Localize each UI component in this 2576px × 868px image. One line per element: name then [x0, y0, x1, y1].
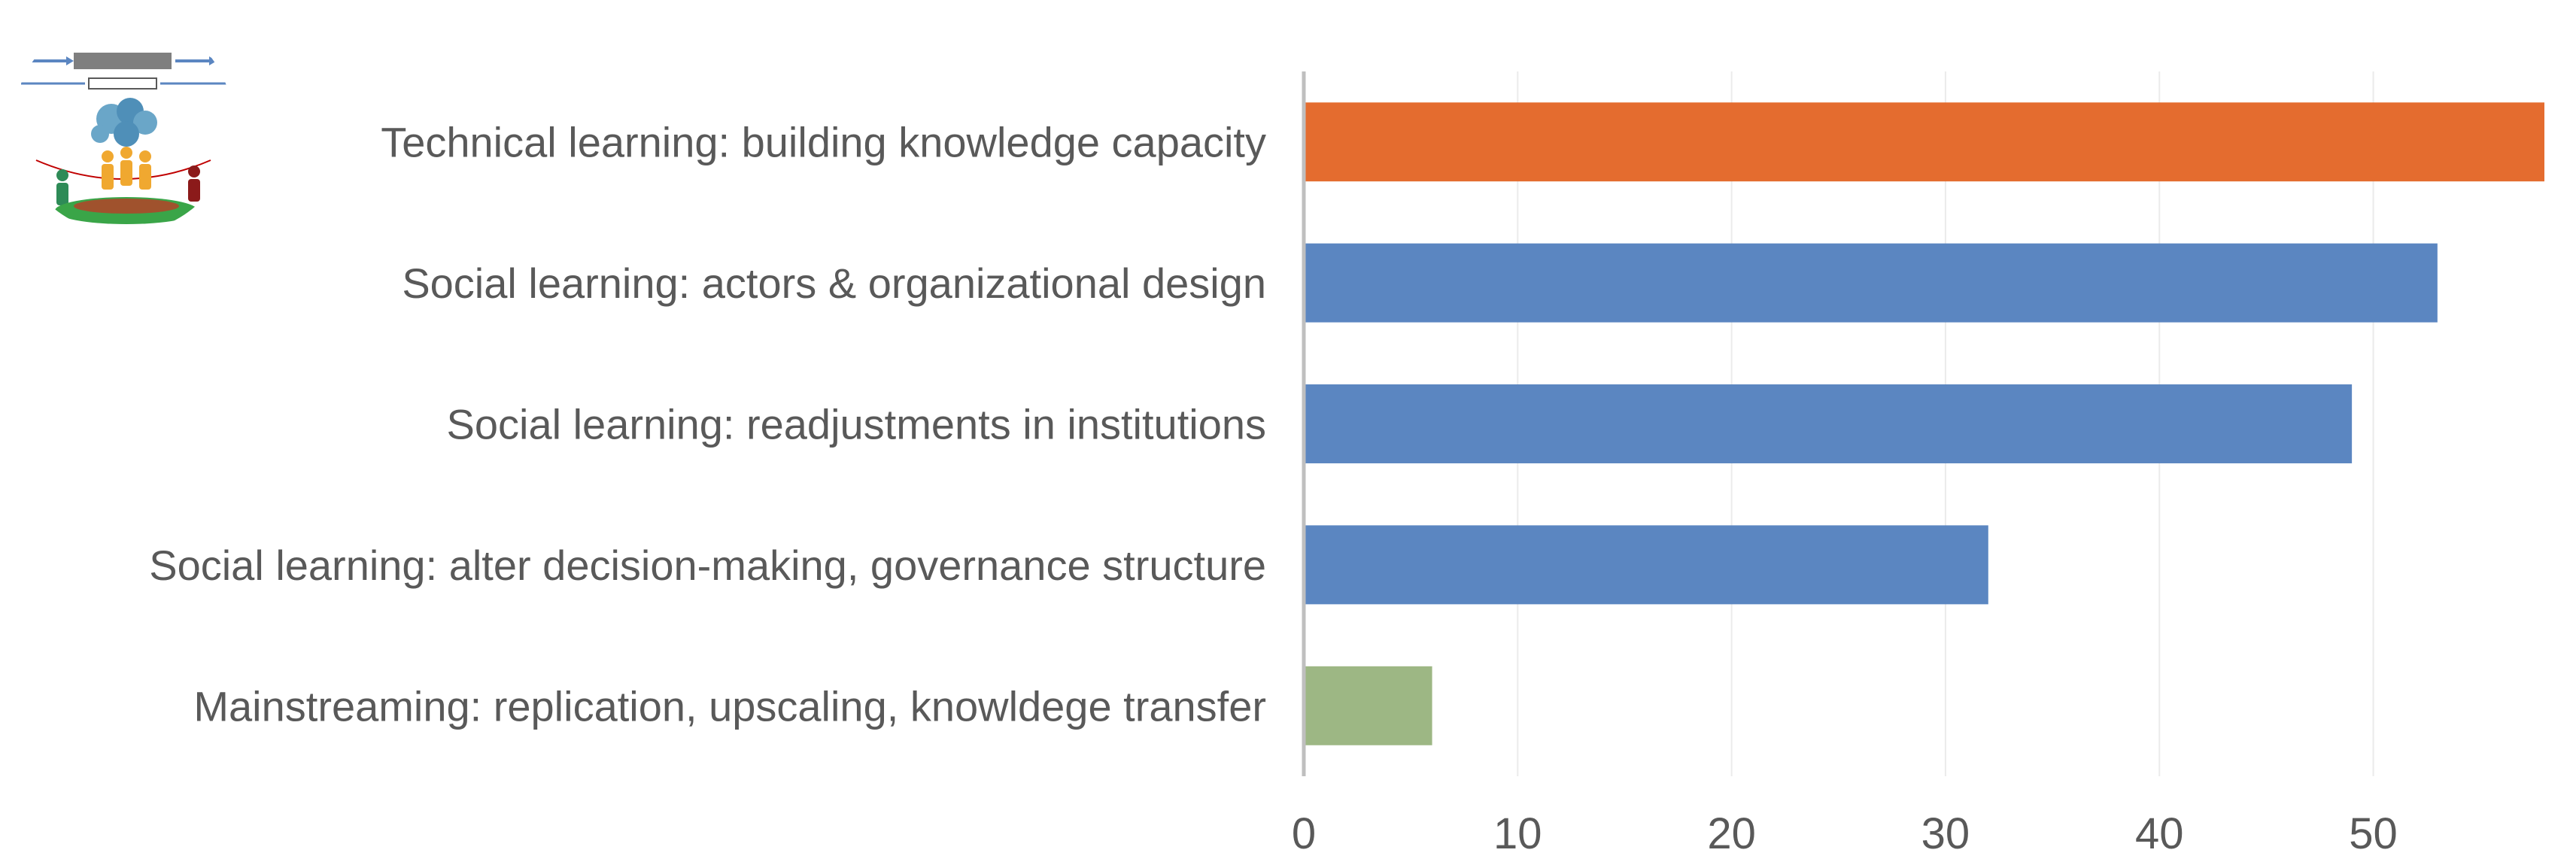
x-tick-label: 0 [1292, 809, 1316, 858]
learning-diagram-logo-icon [14, 14, 233, 233]
x-tick-label: 40 [2135, 809, 2184, 858]
bar [1305, 384, 2353, 463]
category-label: Social learning: actors & organizational… [402, 259, 1266, 307]
bar [1305, 525, 1988, 605]
bar [1305, 243, 2438, 323]
bars [1305, 102, 2544, 745]
x-tick-label: 10 [1493, 809, 1542, 858]
category-label: Mainstreaming: replication, upscaling, k… [193, 682, 1266, 730]
x-tick-label: 20 [1707, 809, 1756, 858]
bar [1305, 102, 2544, 182]
category-label: Technical learning: building knowledge c… [381, 119, 1266, 166]
category-label: Social learning: alter decision-making, … [149, 542, 1266, 589]
category-label: Social learning: readjustments in instit… [447, 401, 1266, 448]
bar [1305, 666, 1432, 745]
category-labels: Technical learning: building knowledge c… [149, 119, 1266, 730]
x-tick-label: 50 [2349, 809, 2398, 858]
x-tick-label: 30 [1921, 809, 1970, 858]
x-tick-labels: 0 10 20 30 40 50 [1292, 809, 2398, 858]
